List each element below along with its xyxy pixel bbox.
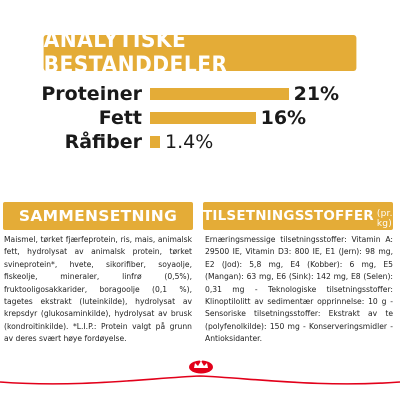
royal-canin-crown-icon [189, 359, 213, 374]
composition-text: Maismel, tørket fjærfeprotein, ris, mais… [4, 235, 192, 344]
brand-swoosh [0, 375, 400, 400]
composition-title: SAMMENSETNING [3, 202, 193, 230]
additives-title-text: TILSETNINGSSTOFFER [203, 208, 374, 224]
additives-subtitle: (pr. kg) [376, 209, 393, 229]
nutrient-value: 21% [293, 83, 340, 105]
additives-title: TILSETNINGSSTOFFER (pr. kg) [203, 202, 393, 230]
nutrient-value: 16% [260, 107, 307, 129]
nutrient-bar [150, 136, 160, 148]
composition-title-text: SAMMENSETNING [18, 207, 178, 225]
nutrient-bar [150, 88, 289, 100]
additives-text: Ernæringsmessige tilsetningsstoffer: Vit… [205, 235, 393, 344]
analysis-title: ANALYTISKE BESTANDDELER [43, 28, 228, 78]
nutrient-bar [150, 112, 256, 124]
nutrient-label: Fett [98, 107, 142, 129]
analysis-header: ANALYTISKE BESTANDDELER [43, 28, 357, 78]
nutrient-label: Proteiner [41, 83, 142, 105]
nutrient-row-fiber: Råfiber 1.4% [0, 130, 400, 154]
nutrient-row-protein: Proteiner 21% [0, 82, 400, 106]
nutrient-value: 1.4% [165, 131, 214, 153]
nutrient-label: Råfiber [64, 131, 142, 153]
nutrient-row-fat: Fett 16% [0, 106, 400, 130]
